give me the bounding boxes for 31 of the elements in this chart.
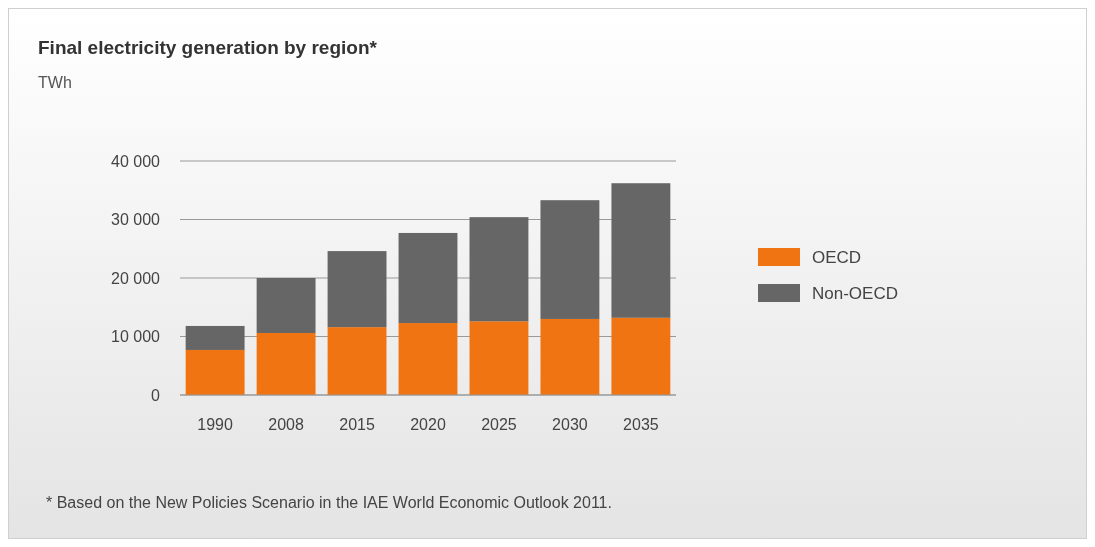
bar	[611, 317, 671, 395]
y-tick-label: 30 000	[111, 211, 161, 229]
bar	[185, 325, 245, 350]
y-axis-title: TWh	[38, 74, 72, 91]
bar	[327, 327, 387, 395]
bar	[398, 323, 458, 395]
x-tick-label: 2035	[623, 416, 659, 433]
legend-label: Non-OECD	[812, 283, 898, 303]
bar	[469, 321, 529, 395]
x-tick-label: 2025	[481, 416, 517, 433]
x-tick-label: 2020	[410, 416, 446, 433]
x-tick-label: 2030	[552, 416, 588, 433]
y-tick-label: 40 000	[111, 152, 161, 170]
bar	[398, 232, 458, 324]
bar	[540, 200, 600, 319]
x-tick-label: 1990	[197, 416, 234, 433]
y-tick-label: 20 000	[111, 269, 161, 287]
bar	[327, 251, 387, 328]
y-tick-label: 10 000	[111, 328, 161, 346]
bar	[256, 278, 316, 333]
bar	[185, 349, 245, 395]
bar	[469, 217, 529, 322]
x-tick-label: 2015	[339, 416, 375, 433]
x-tick-label: 2008	[268, 416, 304, 433]
bar	[256, 332, 316, 395]
legend-label: OECD	[812, 247, 862, 267]
chart-title: Final electricity generation by region*	[38, 37, 378, 58]
text: * Based on the New Policies Scenario in the IAE World Economic Outlook 2011.	[46, 494, 612, 511]
bar	[540, 318, 600, 395]
bar	[611, 183, 671, 318]
y-tick-label: 0	[151, 386, 161, 404]
